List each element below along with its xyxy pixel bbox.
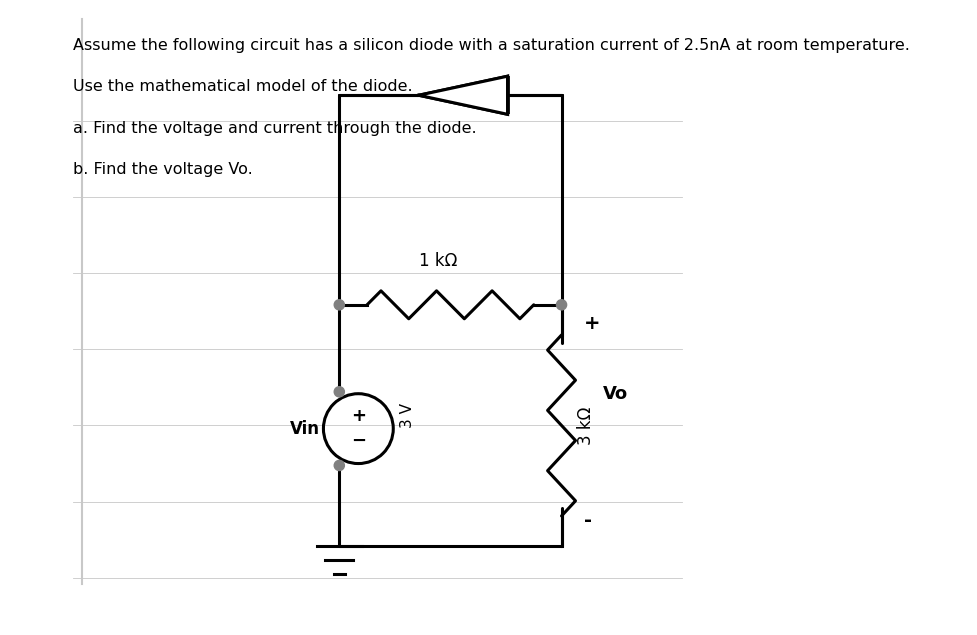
Text: Use the mathematical model of the diode.: Use the mathematical model of the diode. bbox=[72, 79, 411, 95]
Text: Vo: Vo bbox=[602, 385, 627, 403]
Text: +: + bbox=[351, 408, 365, 425]
Text: Assume the following circuit has a silicon diode with a saturation current of 2.: Assume the following circuit has a silic… bbox=[72, 38, 909, 53]
Text: Vin: Vin bbox=[290, 420, 319, 438]
Circle shape bbox=[556, 300, 566, 310]
Text: +: + bbox=[583, 314, 600, 333]
Text: 3 kΩ: 3 kΩ bbox=[576, 406, 595, 444]
Text: b. Find the voltage Vo.: b. Find the voltage Vo. bbox=[72, 162, 252, 177]
Polygon shape bbox=[418, 76, 507, 114]
Circle shape bbox=[334, 460, 344, 471]
Text: 1 kΩ: 1 kΩ bbox=[418, 252, 456, 270]
Text: -: - bbox=[583, 511, 591, 530]
Text: a. Find the voltage and current through the diode.: a. Find the voltage and current through … bbox=[72, 121, 476, 136]
Text: 3 V: 3 V bbox=[400, 403, 414, 429]
Text: −: − bbox=[351, 432, 365, 450]
Circle shape bbox=[334, 387, 344, 397]
Circle shape bbox=[334, 300, 344, 310]
